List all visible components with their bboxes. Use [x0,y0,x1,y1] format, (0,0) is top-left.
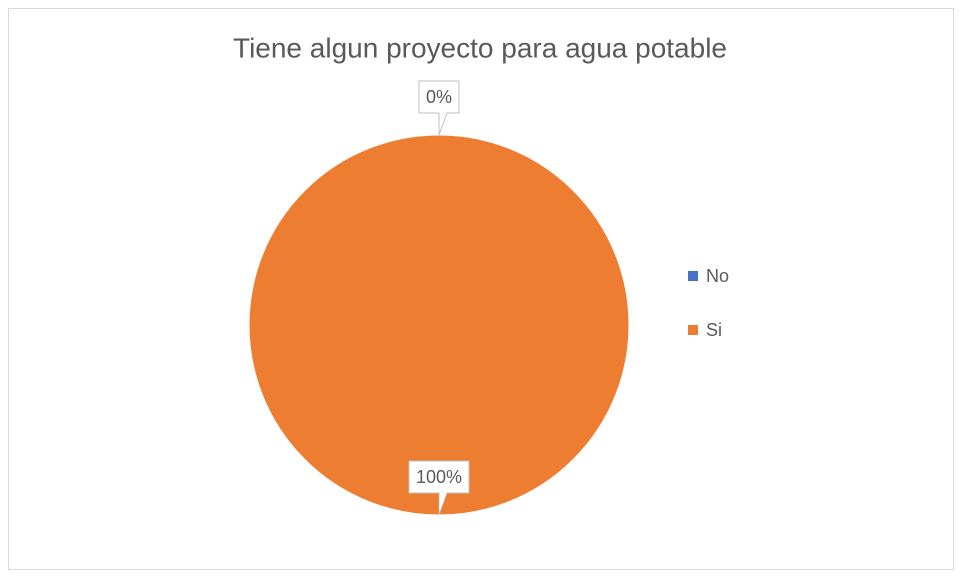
data-label-callout [408,460,470,516]
pie-slice [248,134,630,516]
data-label: 100% [416,467,462,487]
data-label: 0% [426,87,452,107]
data-label-callout [418,80,460,136]
legend-swatch [688,325,698,335]
legend-label: No [706,266,729,286]
chart-title: Tiene algun proyecto para agua potable [233,32,727,63]
legend-swatch [688,271,698,281]
legend-label: Si [706,320,722,340]
